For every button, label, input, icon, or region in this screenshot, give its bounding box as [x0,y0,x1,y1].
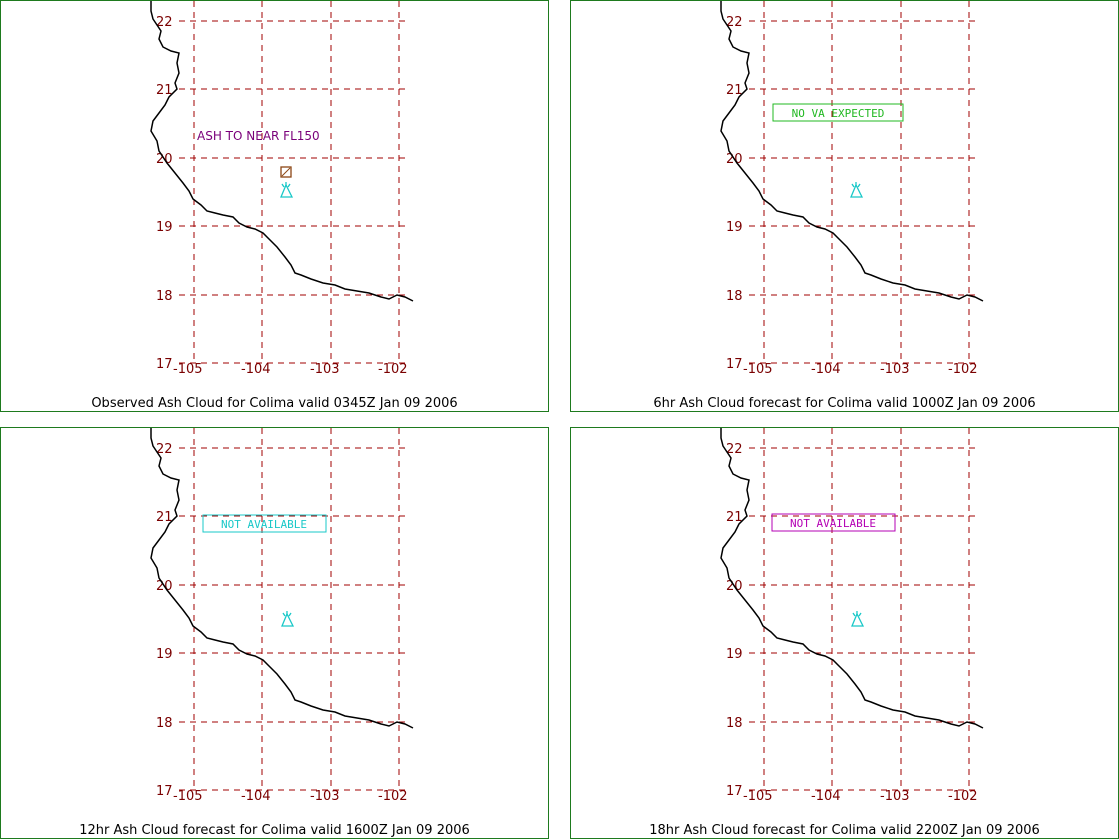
lon-label: -103 [880,362,910,377]
panel-caption: 12hr Ash Cloud forecast for Colima valid… [79,823,470,838]
volcano-icon [281,611,295,627]
lon-label: -102 [948,789,978,804]
annotation-text: NOT AVAILABLE [790,517,876,530]
grid [749,1,979,364]
lon-label: -105 [743,362,773,377]
panel-caption: Observed Ash Cloud for Colima valid 0345… [91,396,458,411]
volcano-icon [280,182,294,198]
panel-6hr: 22 21 20 19 18 17 -105 -104 -103 -102 NO… [570,0,1119,412]
lon-label: -104 [811,789,841,804]
lat-label: 18 [156,716,173,731]
volcano-icon [850,182,864,198]
lat-label: 22 [156,15,173,30]
lat-label: 21 [156,83,173,98]
annotation-box [771,513,896,532]
lon-label: -105 [173,362,203,377]
lon-label: -102 [378,362,408,377]
annotation-text: NOT AVAILABLE [221,518,307,531]
lon-labels: -105 -104 -103 -102 [173,789,408,804]
annotation-box [202,514,327,533]
map-6hr: 22 21 20 19 18 17 -105 -104 -103 -102 NO… [720,1,984,377]
grid [179,428,409,791]
lon-label: -104 [811,362,841,377]
lat-label: 21 [156,510,173,525]
panel-observed: 22 21 20 19 18 17 -105 -104 -103 -102 AS… [0,0,549,412]
lon-labels: -105 -104 -103 -102 [743,789,978,804]
lat-label: 18 [726,289,743,304]
volcano-icon [851,611,865,627]
annotation-text: NO VA EXPECTED [792,107,885,120]
lat-label: 17 [156,357,173,372]
lon-labels: -105 -104 -103 -102 [173,362,408,377]
coastline [150,1,414,302]
lon-label: -103 [880,789,910,804]
panel-12hr: 22 21 20 19 18 17 -105 -104 -103 -102 NO… [0,427,549,839]
lat-label: 22 [726,15,743,30]
map-12hr: 22 21 20 19 18 17 -105 -104 -103 -102 NO… [150,428,414,804]
lat-label: 17 [156,784,173,799]
lat-label: 21 [726,510,743,525]
lat-labels: 22 21 20 19 18 17 [726,15,743,372]
lat-label: 19 [156,647,173,662]
lon-label: -104 [241,362,271,377]
map-observed: 22 21 20 19 18 17 -105 -104 -103 -102 AS… [150,1,414,377]
lat-label: 17 [726,357,743,372]
lat-label: 19 [156,220,173,235]
annotation-box [772,103,904,122]
ash-annotation: ASH TO NEAR FL150 [197,129,320,143]
lat-label: 17 [726,784,743,799]
lon-label: -104 [241,789,271,804]
lat-label: 19 [726,220,743,235]
ash-observation-square-icon [280,166,292,178]
panel-18hr: 22 21 20 19 18 17 -105 -104 -103 -102 NO… [570,427,1119,839]
panel-caption: 18hr Ash Cloud forecast for Colima valid… [649,823,1040,838]
lat-label: 18 [156,289,173,304]
coastline [150,428,414,729]
lat-label: 22 [726,442,743,457]
lon-labels: -105 -104 -103 -102 [743,362,978,377]
lon-label: -105 [743,789,773,804]
map-18hr: 22 21 20 19 18 17 -105 -104 -103 -102 NO… [720,428,984,804]
grid [179,1,409,364]
lat-labels: 22 21 20 19 18 17 [726,442,743,799]
lon-label: -103 [310,362,340,377]
lat-labels: 22 21 20 19 18 17 [156,15,173,372]
lat-label: 21 [726,83,743,98]
lat-label: 19 [726,647,743,662]
ash-observation-square-icon-slash [281,167,291,177]
lat-label: 18 [726,716,743,731]
lon-label: -102 [948,362,978,377]
grid [749,428,979,791]
panel-caption: 6hr Ash Cloud forecast for Colima valid … [653,396,1036,411]
lon-label: -103 [310,789,340,804]
lat-label: 22 [156,442,173,457]
coastline [720,428,984,729]
lon-label: -105 [173,789,203,804]
lon-label: -102 [378,789,408,804]
coastline [720,1,984,302]
lat-labels: 22 21 20 19 18 17 [156,442,173,799]
